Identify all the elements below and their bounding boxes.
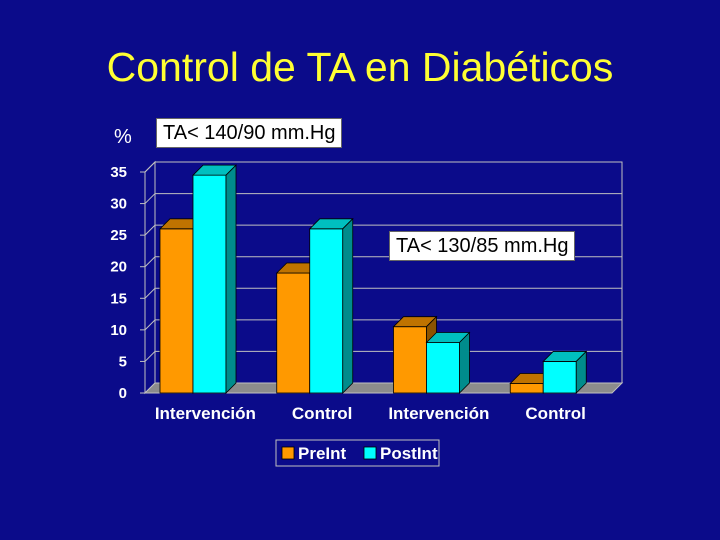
bar-front	[393, 326, 427, 394]
y-tick-label: 5	[119, 353, 127, 370]
slide-title: Control de TA en Diabéticos	[106, 44, 614, 90]
bar-PostInt-2	[425, 331, 471, 394]
bar-side	[342, 217, 354, 394]
bar-PostInt-3	[542, 350, 588, 394]
bar-front	[542, 361, 577, 394]
legend-label-PostInt: PostInt	[380, 444, 438, 463]
legend-swatch-PreInt	[281, 446, 295, 460]
bar-PostInt-1	[308, 217, 354, 394]
legend-swatch-PostInt	[363, 446, 377, 460]
y-tick-label: 0	[119, 385, 127, 402]
bar-front	[426, 342, 460, 394]
gridline	[144, 161, 622, 173]
y-tick-label: 25	[110, 227, 127, 244]
gridline	[144, 193, 622, 204]
bar-front	[309, 228, 344, 394]
x-tick-label: Intervención	[388, 404, 489, 423]
bar-front	[192, 174, 227, 394]
bar-side	[459, 331, 470, 394]
x-tick-label: Control	[292, 404, 352, 423]
x-tick-label: Intervención	[155, 404, 256, 423]
bar-front	[276, 272, 311, 394]
bar-side	[575, 350, 587, 394]
bar-front	[159, 228, 194, 394]
y-tick-label: 30	[110, 196, 127, 213]
y-tick-label: 15	[110, 290, 127, 307]
percent-unit-label: %	[114, 126, 132, 148]
gridline	[144, 224, 622, 236]
legend-label-PreInt: PreInt	[298, 444, 347, 463]
y-tick-label: 10	[110, 322, 127, 339]
y-tick-label: 35	[110, 164, 127, 181]
bar-PostInt-0	[192, 164, 237, 394]
annotation-box-140-90: TA< 140/90 mm.Hg	[156, 118, 343, 148]
gridline	[144, 287, 622, 299]
left-wall	[144, 160, 156, 395]
bar-side	[225, 164, 237, 394]
bar-front	[509, 383, 544, 394]
x-tick-label: Control	[525, 404, 585, 423]
annotation-box-130-85: TA< 130/85 mm.Hg	[389, 231, 576, 261]
legend-box	[275, 439, 440, 467]
y-tick-label: 20	[110, 259, 127, 276]
gridline	[144, 319, 622, 331]
